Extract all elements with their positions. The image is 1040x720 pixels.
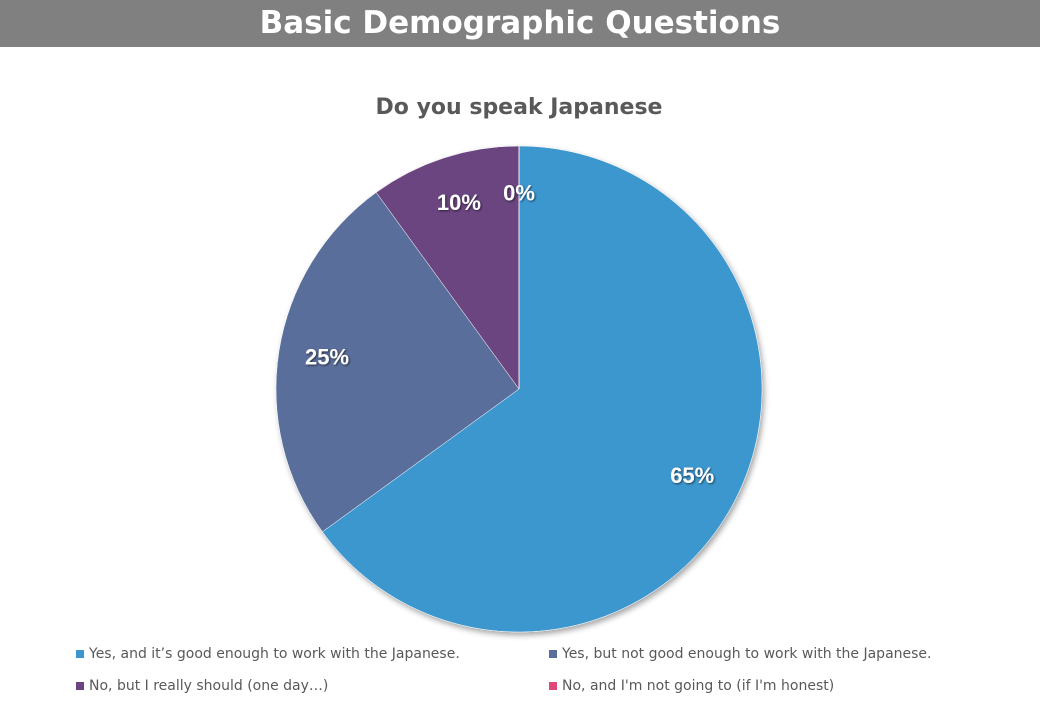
data-label: 0% (503, 180, 535, 205)
data-label: 65% (670, 463, 714, 488)
legend-label: No, but I really should (one day…) (89, 678, 328, 694)
legend-swatch (76, 650, 84, 658)
chart-title: Do you speak Japanese (376, 95, 663, 120)
pie-slice (375, 145, 520, 390)
legend-label: Yes, and it’s good enough to work with t… (88, 646, 460, 662)
legend-swatch (76, 682, 84, 690)
pie-slice (275, 192, 520, 533)
pie-slice (322, 145, 763, 633)
legend-label: No, and I'm not going to (if I'm honest) (562, 678, 834, 694)
pie (275, 145, 763, 633)
legend-swatch (549, 650, 557, 658)
legend-label: Yes, but not good enough to work with th… (561, 646, 932, 662)
legend-swatch (549, 682, 557, 690)
header-title: Basic Demographic Questions (0, 0, 1040, 47)
data-label: 25% (305, 344, 349, 369)
data-label: 10% (437, 190, 481, 215)
